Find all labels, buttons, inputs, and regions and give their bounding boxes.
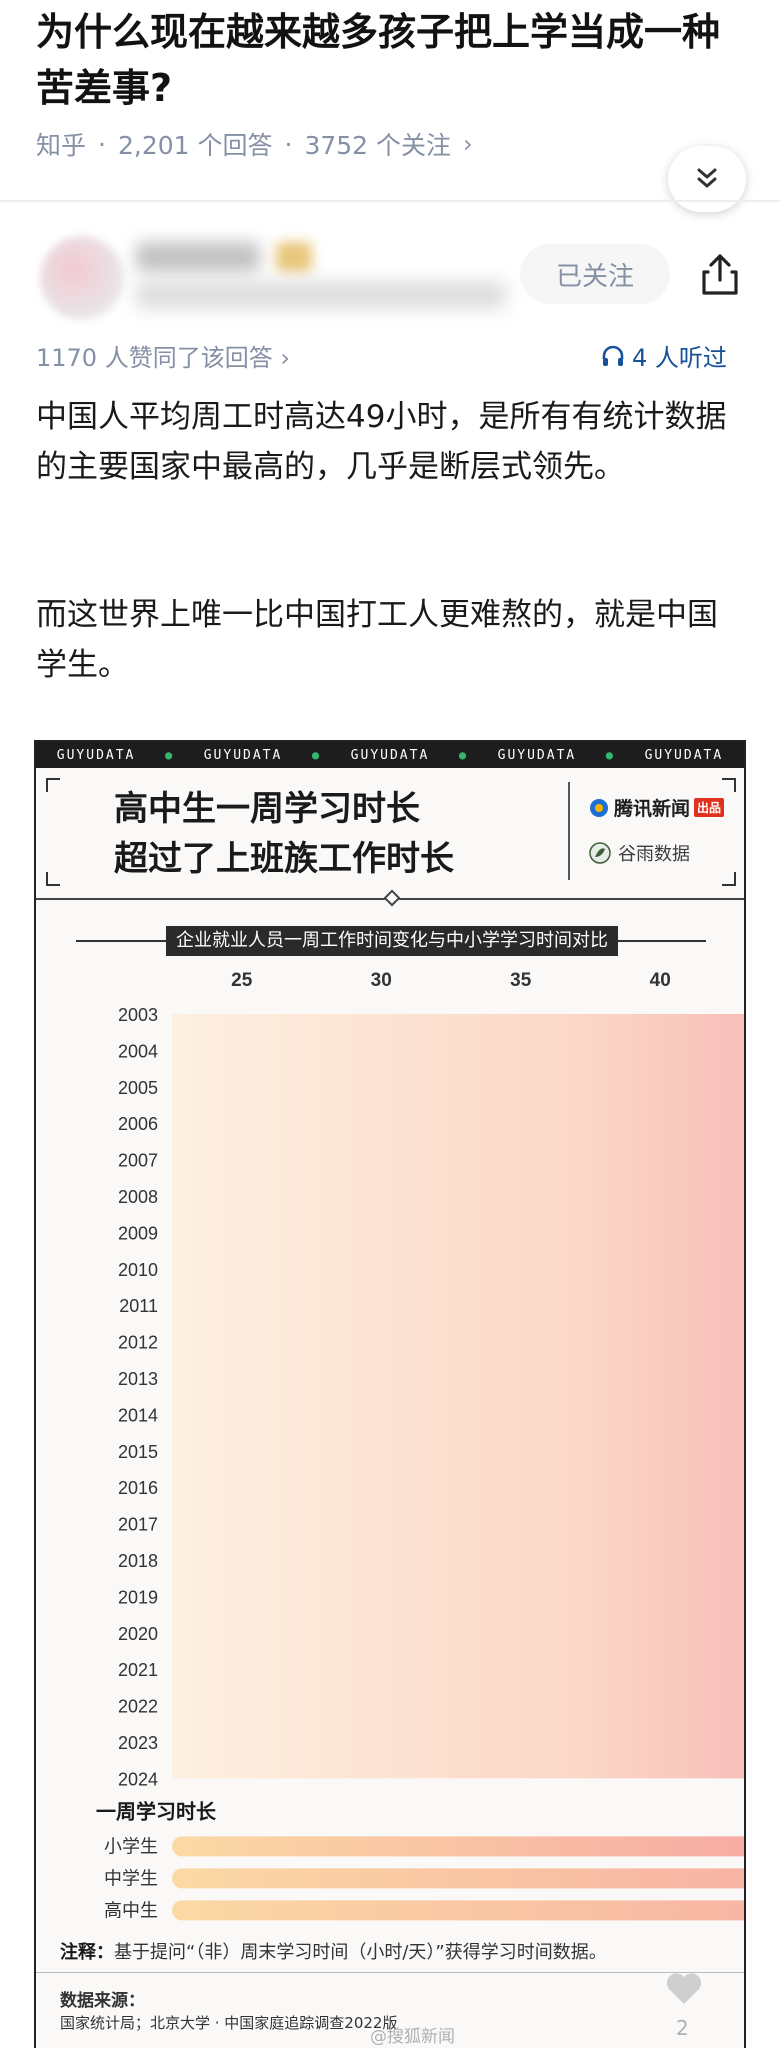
question-title[interactable]: 为什么现在越来越多孩子把上学当成一种苦差事? [36, 10, 721, 110]
listen-button[interactable]: 4 人听过 [600, 338, 727, 373]
year-label: 2018 [118, 1551, 158, 1571]
year-label: 2016 [118, 1478, 158, 1498]
logo-text: 谷雨数据 [618, 844, 690, 865]
banner-text: GUYUDATA [56, 747, 136, 763]
tencent-news-icon [590, 798, 608, 817]
double-chevron-down-icon [697, 168, 717, 188]
year-label: 2015 [118, 1442, 158, 1462]
chart-subtitle: 企业就业人员一周工作时间变化与中小学学习时间对比 [76, 926, 706, 956]
bar [172, 1836, 744, 1857]
banner-text: GUYUDATA [497, 747, 577, 763]
banner-text: GUYUDATA [644, 747, 724, 763]
bar-category-label: 小学生 [104, 1836, 158, 1856]
bar-category-label: 中学生 [104, 1868, 158, 1888]
author-badge-blurred [276, 242, 312, 272]
x-tick-label: 40 [650, 970, 671, 991]
year-label: 2017 [118, 1515, 158, 1535]
year-label: 2004 [118, 1041, 158, 1061]
year-label: 2013 [118, 1369, 158, 1389]
corner-mark [722, 778, 736, 792]
vote-summary[interactable]: 1170 人赞同了该回答 › [36, 338, 290, 373]
source-divider [36, 1972, 744, 1973]
year-label: 2021 [118, 1660, 158, 1680]
bar [172, 1868, 744, 1889]
answer-count: 2,201 个回答 [117, 131, 273, 160]
subtitle-text: 企业就业人员一周工作时间变化与中小学学习时间对比 [166, 926, 618, 956]
vote-count: 1170 人赞同了该回答 [36, 344, 273, 372]
question-meta[interactable]: 知乎 · 2,201 个回答 · 3752 个关注 › [36, 126, 473, 162]
year-label: 2008 [118, 1187, 158, 1207]
dot-icon: ● [458, 748, 469, 762]
logo-text: 腾讯新闻 [614, 798, 691, 820]
author-bio-blurred [136, 282, 506, 308]
avatar[interactable] [40, 236, 124, 320]
hours-area [172, 1014, 744, 1779]
logo-badge: 出品 [694, 798, 725, 817]
divider [0, 200, 780, 202]
bar [172, 1900, 744, 1921]
bar-section-title: 一周学习时长 [96, 1799, 217, 1823]
chevron-right-icon: › [280, 344, 290, 372]
infographic-image[interactable]: GUYUDATA ● GUYUDATA ● GUYUDATA ● GUYUDATA ● … [34, 740, 746, 2048]
dot-icon: ● [311, 748, 322, 762]
tencent-news-logo: 腾讯新闻 出品 [588, 794, 725, 821]
year-label: 2019 [118, 1587, 158, 1607]
author-name-blurred[interactable] [136, 242, 260, 272]
listen-count: 4 人听过 [632, 344, 727, 372]
source-title: 数据来源： [60, 1991, 145, 2011]
year-label: 2020 [118, 1624, 158, 1644]
title-line: 高中生一周学习时长 [114, 789, 420, 829]
corner-mark [46, 872, 60, 886]
note-text: 基于提问“（非）周末学习时间（小时/天）”获得学习时间数据。 [114, 1942, 607, 1963]
x-tick-label: 35 [510, 970, 532, 991]
year-label: 2023 [118, 1733, 158, 1753]
x-tick-label: 30 [371, 970, 392, 991]
logo-divider [568, 782, 570, 880]
banner-text: GUYUDATA [350, 747, 430, 763]
corner-mark [46, 778, 60, 792]
year-label: 2024 [118, 1769, 158, 1789]
follow-count: 3752 个关注 [304, 131, 452, 160]
expand-button[interactable] [668, 146, 746, 212]
year-label: 2012 [118, 1333, 158, 1353]
year-label: 2009 [118, 1223, 158, 1243]
infographic-title: 高中生一周学习时长 超过了上班族工作时长 [114, 784, 454, 884]
infographic-banner: GUYUDATA ● GUYUDATA ● GUYUDATA ● GUYUDATA ● … [36, 742, 744, 768]
follow-button[interactable]: 已关注 [520, 244, 670, 304]
infographic-header: 高中生一周学习时长 超过了上班族工作时长 腾讯新闻 出品 谷雨数据 [36, 768, 744, 896]
like-count: 2 [676, 2016, 689, 2040]
banner-text: GUYUDATA [203, 747, 283, 763]
x-tick-label: 25 [231, 970, 253, 991]
answer-paragraph-2: 而这世界上唯一比中国打工人更难熬的，就是中国学生。 [36, 597, 718, 683]
year-label: 2003 [118, 1005, 158, 1025]
year-label: 2011 [119, 1296, 158, 1316]
dot-icon: ● [164, 748, 175, 762]
year-label: 2014 [118, 1405, 158, 1425]
year-label: 2005 [118, 1078, 158, 1098]
corner-mark [722, 872, 736, 886]
headphones-icon [602, 345, 624, 366]
heart-icon[interactable] [664, 1970, 704, 2006]
source-label: 知乎 [36, 131, 87, 160]
separator-dot: · [98, 129, 106, 159]
author-row: 已关注 [0, 228, 780, 320]
watermark: @搜狐新闻 [370, 2027, 455, 2047]
share-icon[interactable] [696, 250, 744, 298]
year-label: 2007 [118, 1151, 158, 1171]
dot-icon: ● [605, 748, 616, 762]
source-text: 国家统计局；北京大学 · 中国家庭追踪调查2022版 [60, 2014, 398, 2032]
chevron-right-icon: › [463, 130, 473, 158]
leaf-icon [589, 842, 611, 864]
title-line: 超过了上班族工作时长 [114, 839, 454, 879]
year-label: 2022 [118, 1697, 158, 1717]
guyu-data-logo: 谷雨数据 [588, 840, 690, 866]
separator-dot: · [284, 129, 293, 159]
hours-chart: 253035404550[小时]200345.4200445.5200547.8… [96, 970, 744, 1921]
bar-category-label: 高中生 [104, 1900, 158, 1920]
year-label: 2010 [118, 1260, 158, 1280]
chart-note: 注释：基于提问“（非）周末学习时间（小时/天）”获得学习时间数据。 [60, 1938, 607, 1964]
note-label: 注释： [60, 1942, 114, 1963]
year-label: 2006 [118, 1114, 158, 1134]
answer-paragraph-1: 中国人平均周工时高达49小时，是所有有统计数据的主要国家中最高的，几乎是断层式领… [36, 399, 727, 485]
